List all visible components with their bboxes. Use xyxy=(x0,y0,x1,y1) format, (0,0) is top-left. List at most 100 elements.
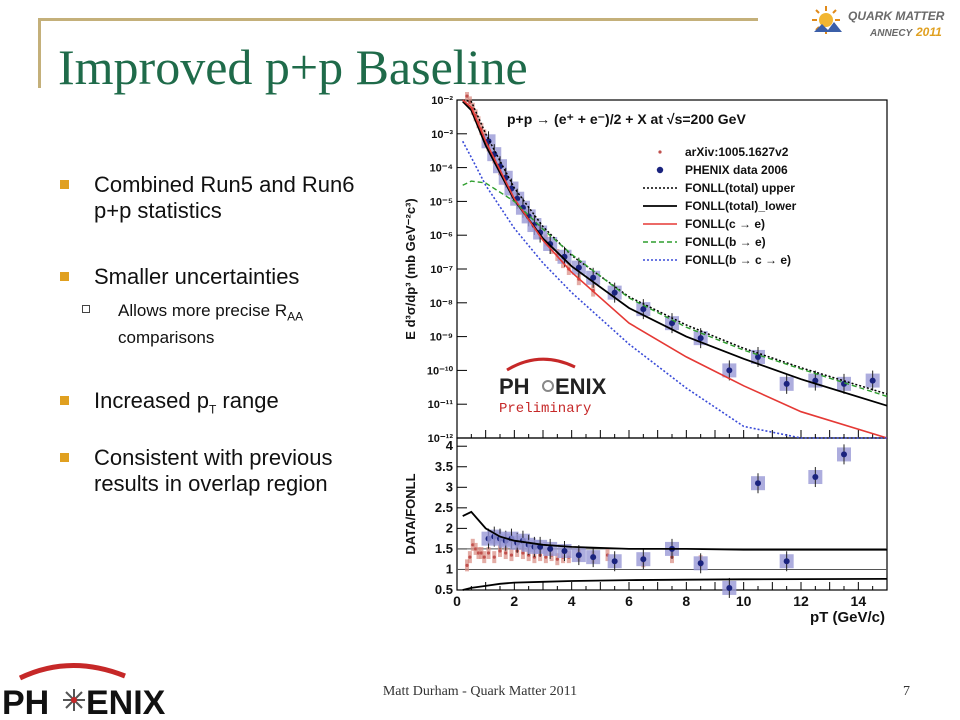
data-point xyxy=(841,451,847,458)
curve-fonll-c-e- xyxy=(462,99,888,439)
data-point xyxy=(783,380,790,387)
y-tick-label-top: 10⁻² xyxy=(431,95,453,107)
bullet-2-sub-rest: comparisons xyxy=(118,328,215,348)
data-point-arxiv xyxy=(504,551,508,555)
x-tick-label: 10 xyxy=(736,593,752,609)
preliminary-label: Preliminary xyxy=(499,401,591,417)
frame-left-border xyxy=(38,18,41,88)
x-tick-label: 2 xyxy=(510,593,518,609)
data-point xyxy=(726,584,733,591)
bullet-2-sub-text: Allows more precise R xyxy=(118,301,288,320)
phenix-logo: PH ENIX xyxy=(2,663,166,720)
y-axis-label-bottom: DATA/FONLL xyxy=(403,473,418,554)
y-tick-label-top: 10⁻¹⁰ xyxy=(427,365,454,377)
y-tick-label-bottom: 4 xyxy=(446,438,454,453)
quark-matter-logo: QUARK MATTER ANNECY 2011 xyxy=(812,6,945,39)
data-point xyxy=(697,560,704,567)
data-point xyxy=(547,240,554,247)
y-tick-label-bottom: 1.5 xyxy=(435,541,453,556)
y-tick-label-top: 10⁻⁶ xyxy=(430,230,453,242)
curve-fonll-b-e- xyxy=(462,180,888,398)
data-point xyxy=(611,289,618,296)
page-number: 7 xyxy=(903,684,910,699)
data-point-arxiv xyxy=(479,551,483,555)
data-point-arxiv xyxy=(486,551,491,555)
footer-text: Matt Durham - Quark Matter 2011 xyxy=(382,684,578,699)
bullet-2: Smaller uncertainties xyxy=(60,264,380,290)
legend-label: FONLL(b → c → e) xyxy=(685,253,791,267)
data-point-arxiv xyxy=(471,543,475,547)
legend-label: FONLL(total)_lower xyxy=(685,199,797,213)
data-point-arxiv xyxy=(482,555,486,559)
phenix-swoosh-icon xyxy=(18,663,126,681)
slide-title: Improved p+p Baseline xyxy=(58,39,528,95)
legend-swatch xyxy=(658,150,662,154)
data-point-arxiv xyxy=(555,557,559,561)
y-tick-label-bottom: 1 xyxy=(446,561,453,576)
data-point xyxy=(640,306,647,313)
bullet-1: Combined Run5 and Run6 p+p statistics xyxy=(60,172,380,224)
data-point xyxy=(640,556,647,563)
data-point xyxy=(669,320,675,327)
data-point-arxiv xyxy=(527,553,531,557)
data-point xyxy=(783,558,790,565)
data-point-arxiv xyxy=(465,94,469,98)
y-tick-label-top: 10⁻⁵ xyxy=(430,196,453,208)
legend-label: arXiv:1005.1627v2 xyxy=(685,145,789,159)
y-tick-label-top: 10⁻⁷ xyxy=(430,264,453,276)
data-point xyxy=(575,264,582,271)
preliminary-swoosh-icon xyxy=(506,357,576,372)
phenix-logo-left: PH xyxy=(2,684,49,720)
bullet-2-sub-subscript: AA xyxy=(287,309,304,324)
y-tick-label-top: 10⁻⁸ xyxy=(430,298,453,310)
data-point xyxy=(726,367,733,374)
data-point xyxy=(590,274,597,281)
y-tick-label-bottom: 3.5 xyxy=(435,459,453,474)
bullet-list: Combined Run5 and Run6 p+p statistics Sm… xyxy=(60,172,380,497)
top-panel-title: p+p → (e⁺ + e⁻)/2 + X at √s=200 GeV xyxy=(507,111,746,127)
data-point-arxiv xyxy=(532,555,536,559)
x-tick-label: 14 xyxy=(851,593,867,609)
y-axis-label-top: E d³σ/dp³ (mb GeV⁻²c³) xyxy=(403,198,418,339)
data-point-arxiv xyxy=(492,555,496,559)
data-point xyxy=(841,380,847,387)
data-point xyxy=(812,474,819,481)
bullet-2-sub: Allows more precise RAA comparisons xyxy=(60,300,380,348)
data-point-arxiv xyxy=(476,551,481,555)
curve-fonll-total-upper xyxy=(462,99,888,395)
data-point xyxy=(575,552,582,559)
bullet-3-rest: range xyxy=(216,388,279,414)
data-point-arxiv xyxy=(521,551,525,555)
bullet-3-text: Increased p xyxy=(94,388,209,414)
data-point-arxiv xyxy=(544,555,548,559)
curve-fonll-b-c-e- xyxy=(461,140,887,439)
legend-label: FONLL(b → e) xyxy=(685,235,766,249)
bullet-3: Increased pT range xyxy=(60,388,380,422)
data-point xyxy=(755,480,761,487)
legend-label: PHENIX data 2006 xyxy=(685,163,788,177)
data-point xyxy=(590,554,597,561)
curve-fonll-total-upper xyxy=(462,510,887,551)
data-point xyxy=(611,558,618,565)
data-point-arxiv xyxy=(465,563,469,567)
bottom-panel-frame xyxy=(456,437,888,591)
y-tick-label-bottom: 2.5 xyxy=(435,500,453,515)
qm-logo-line1: QUARK MATTER xyxy=(848,9,945,23)
y-tick-label-top: 10⁻⁴ xyxy=(430,163,453,175)
preliminary-logo-right: ENIX xyxy=(555,374,607,399)
x-tick-label: 4 xyxy=(568,593,576,609)
y-tick-label-top: 10⁻³ xyxy=(431,129,453,141)
y-tick-label-top: 10⁻⁹ xyxy=(430,332,453,344)
phenix-star-icon xyxy=(63,689,85,711)
curve-fonll-total-lower xyxy=(462,100,888,407)
x-tick-label: 8 xyxy=(682,593,690,609)
data-point xyxy=(812,377,819,384)
y-tick-label-bottom: 0.5 xyxy=(435,582,453,597)
legend-label: FONLL(total) upper xyxy=(685,181,795,195)
frame-top-border xyxy=(38,18,758,21)
legend-swatch xyxy=(656,166,664,174)
data-point-arxiv xyxy=(498,549,502,553)
legend-label: FONLL(c → e) xyxy=(685,217,765,231)
data-point-arxiv xyxy=(509,553,514,557)
